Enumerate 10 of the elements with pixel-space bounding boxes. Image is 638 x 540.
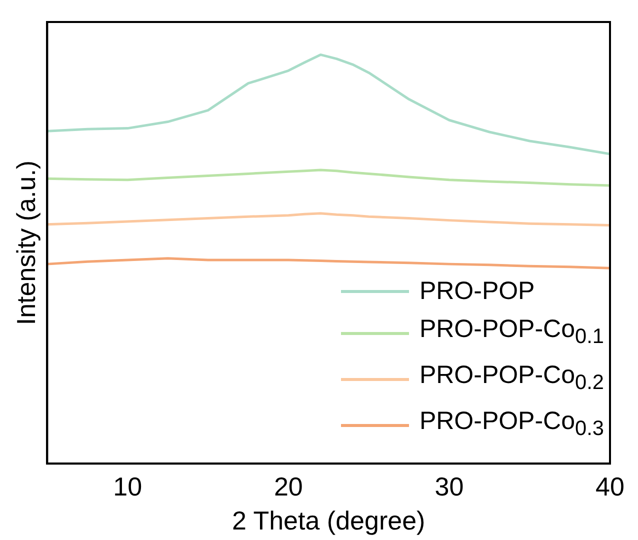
x-tick-label: 20: [274, 471, 303, 502]
x-tick-label: 40: [596, 471, 624, 502]
x-axis-title: 2 Theta (degree): [232, 506, 426, 536]
x-tick-label: 10: [113, 471, 142, 502]
y-axis-title: Intensity (a.u.): [10, 160, 41, 326]
x-tick-label: 30: [434, 471, 464, 502]
legend-label: PRO-POP: [419, 276, 535, 307]
legend-label: PRO-POP-Co$_{0.3}$: [419, 406, 604, 442]
legend-label: PRO-POP-Co$_{0.1}$: [419, 314, 604, 350]
legend-label: PRO-POP-Co$_{0.2}$: [419, 360, 604, 396]
